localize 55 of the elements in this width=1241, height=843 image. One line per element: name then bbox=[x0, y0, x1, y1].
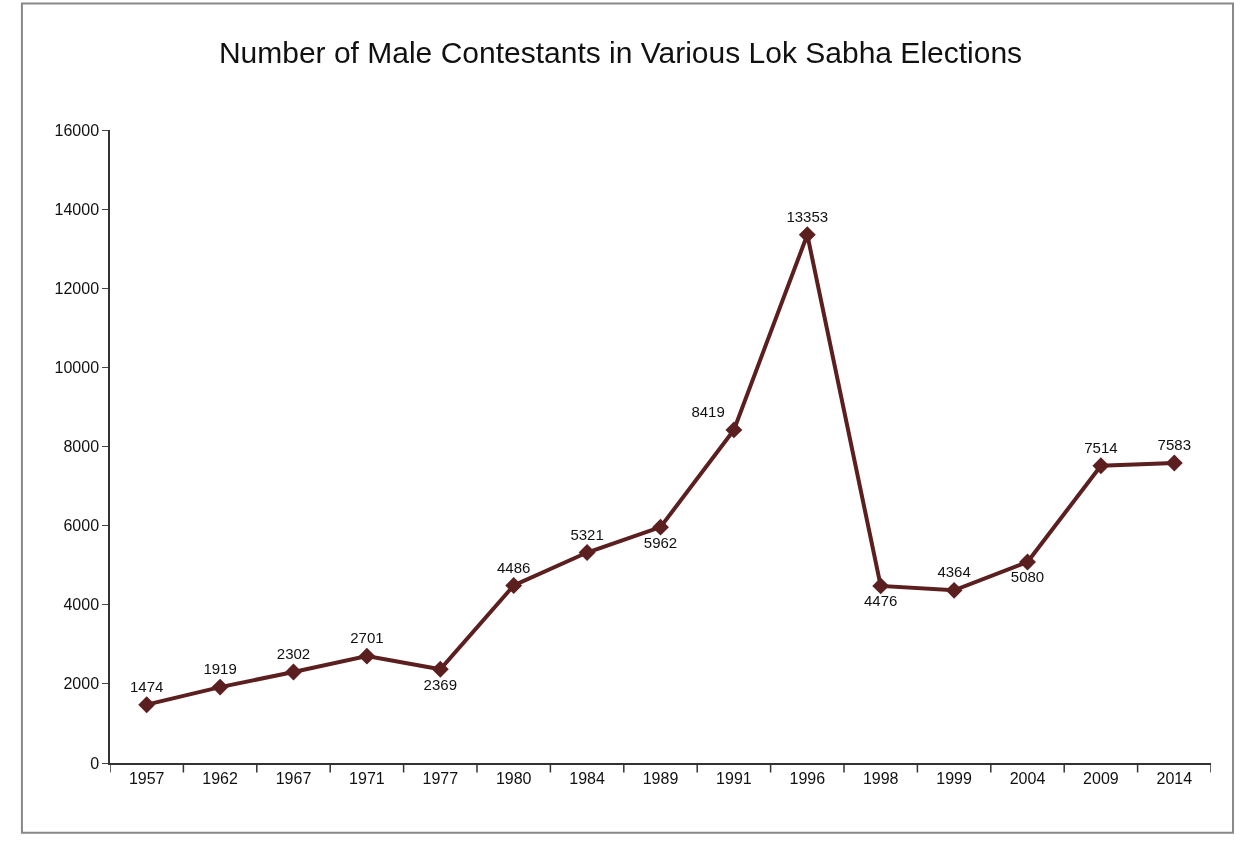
x-tick-label: 1971 bbox=[349, 769, 385, 787]
data-label: 2369 bbox=[423, 675, 457, 693]
y-tick-label: 14000 bbox=[54, 200, 100, 218]
point bbox=[578, 544, 596, 561]
chart-title: Number of Male Contestants in Various Lok Sabha Elections bbox=[218, 36, 1023, 70]
data-label: 8419 bbox=[691, 403, 725, 421]
data-label: 5321 bbox=[570, 525, 604, 543]
y-tick-label: 10000 bbox=[54, 358, 100, 376]
y-tick-label: 6000 bbox=[63, 517, 100, 535]
x-tick-label: 1962 bbox=[202, 769, 238, 787]
point bbox=[431, 660, 449, 678]
data-label: 4486 bbox=[497, 558, 531, 576]
point bbox=[652, 518, 669, 536]
data-label: 4476 bbox=[864, 592, 898, 610]
point bbox=[138, 696, 156, 714]
data-label: 1919 bbox=[203, 660, 237, 678]
x-tick-label: 2009 bbox=[1083, 769, 1119, 787]
y-tick-label: 0 bbox=[90, 754, 100, 772]
x-tick-label: 1984 bbox=[569, 769, 605, 787]
point bbox=[945, 581, 963, 599]
x-tick-label: 1967 bbox=[275, 769, 312, 787]
point bbox=[725, 421, 743, 439]
data-label: 7514 bbox=[1084, 438, 1118, 456]
y-tick-label: 8000 bbox=[63, 438, 100, 456]
data-label: 5080 bbox=[1010, 568, 1045, 586]
data-label: 7583 bbox=[1157, 436, 1191, 454]
x-tick-label: 1989 bbox=[642, 769, 679, 787]
x-tick-label: 1999 bbox=[936, 769, 972, 787]
point bbox=[1092, 457, 1110, 475]
data-label: 2701 bbox=[350, 629, 384, 647]
x-tick-label: 1991 bbox=[716, 769, 752, 787]
x-tick-label: 1998 bbox=[862, 769, 899, 787]
x-tick-label: 1977 bbox=[422, 769, 459, 787]
point bbox=[505, 577, 523, 594]
point bbox=[798, 226, 816, 244]
data-label: 2302 bbox=[276, 645, 311, 663]
point bbox=[872, 577, 890, 595]
y-tick-label: 4000 bbox=[63, 596, 100, 614]
y-tick-label: 12000 bbox=[54, 279, 100, 297]
data-label: 13353 bbox=[786, 207, 829, 225]
y-tick-label: 2000 bbox=[63, 675, 100, 693]
point bbox=[1019, 553, 1036, 571]
x-tick-label: 1980 bbox=[495, 769, 532, 787]
x-tick-label: 1996 bbox=[789, 769, 826, 787]
point bbox=[358, 647, 376, 665]
point bbox=[211, 678, 229, 696]
x-tick-label: 2014 bbox=[1156, 769, 1193, 787]
x-tick-label: 1957 bbox=[128, 769, 165, 787]
x-tick-label: 2004 bbox=[1009, 769, 1046, 787]
data-label: 1474 bbox=[130, 677, 164, 695]
data-label: 4364 bbox=[937, 563, 971, 581]
point bbox=[1165, 454, 1183, 472]
y-tick-label: 16000 bbox=[54, 121, 100, 139]
data-label: 5962 bbox=[643, 533, 678, 551]
point bbox=[285, 663, 302, 681]
